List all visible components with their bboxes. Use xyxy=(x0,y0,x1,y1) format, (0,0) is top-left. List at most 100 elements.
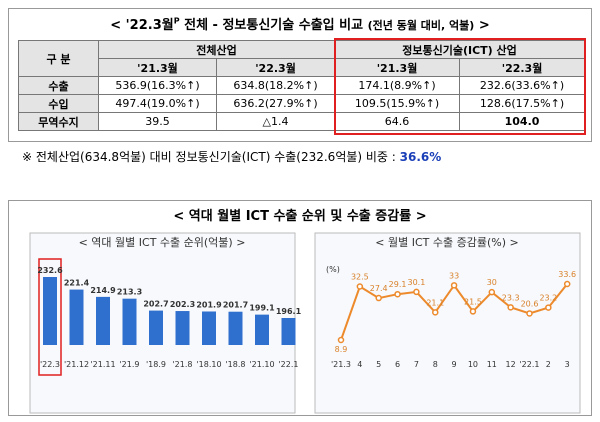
highlight-box xyxy=(38,258,62,376)
point xyxy=(375,294,382,302)
row-header: 수입 xyxy=(18,94,99,113)
chart-title: < 월별 ICT 수출 증감률(%) > xyxy=(375,236,518,249)
point xyxy=(337,336,345,344)
value-label: 214.9 xyxy=(90,286,116,295)
x-tick-label: '22.3 xyxy=(40,360,60,369)
value-label: 201.9 xyxy=(196,300,222,309)
period: '21.3월 xyxy=(98,58,217,77)
note-highlight: 36.6% xyxy=(399,150,442,164)
charts: < 역대 월별 ICT 수출 순위(억불) > 232.6 '22.3 221.4 '2… xyxy=(29,232,581,414)
cell: △1.4 xyxy=(215,112,336,131)
cell: 39.5 xyxy=(98,112,217,131)
row-header: 무역수지 xyxy=(18,112,99,131)
x-tick-label: '22.1 xyxy=(278,360,298,369)
header-main: 전체 - 정보통신기술 수출입 비교 xyxy=(179,18,368,33)
comparison-table: 구 분 전체산업 정보통신기술(ICT) 산업 '21.3월 '22.3월 '21.3월… xyxy=(18,40,586,131)
x-tick-label: 12 xyxy=(506,360,516,369)
x-tick-label: 9 xyxy=(452,360,457,369)
x-tick-label: '21.10 xyxy=(249,360,274,369)
point xyxy=(356,283,364,290)
header-sup: P xyxy=(173,16,180,26)
value-label: 21.5 xyxy=(464,297,482,306)
header-prefix: < '22.3월 xyxy=(110,18,174,33)
point xyxy=(526,310,533,317)
cell: 497.4(19.0%↑) xyxy=(98,94,217,113)
value-label: 201.7 xyxy=(223,301,248,310)
point xyxy=(450,282,458,289)
bar xyxy=(175,311,190,345)
value-label: 32.5 xyxy=(351,272,369,281)
x-tick-label: 4 xyxy=(357,360,362,369)
cell: 634.8(18.2%↑) xyxy=(215,76,336,95)
x-tick-label: 8 xyxy=(433,360,438,369)
x-tick-label: 6 xyxy=(395,360,400,369)
highlight-box xyxy=(334,38,586,135)
line-panel xyxy=(314,232,581,414)
bar xyxy=(202,311,216,345)
x-tick-label: '21.8 xyxy=(172,360,192,369)
section-title: < 역대 월별 ICT 수출 순위 및 수출 증감률 > xyxy=(173,209,427,224)
x-tick-label: '21.12 xyxy=(64,360,89,369)
cell: 232.6(33.6%↑) xyxy=(459,76,586,95)
header-suffix: > xyxy=(474,18,490,33)
value-label: 21.1 xyxy=(426,298,444,307)
bar xyxy=(43,277,57,345)
value-label: 199.1 xyxy=(249,304,275,313)
value-label: 23.2 xyxy=(539,294,557,303)
value-label: 27.4 xyxy=(370,284,388,293)
group: 정보통신기술(ICT) 산업 xyxy=(334,40,586,59)
value-label: 33.6 xyxy=(558,270,576,279)
value-label: 30.1 xyxy=(407,278,425,287)
chart-title: < 역대 월별 ICT 수출 순위(억불) > xyxy=(79,236,246,249)
x-tick-label: '21.11 xyxy=(90,360,115,369)
value-label: 196.1 xyxy=(276,307,302,316)
header-note: (전년 동월 대비, 억불) xyxy=(367,19,475,32)
value-label: 221.4 xyxy=(64,279,90,288)
note: ※ 전체산업(634.8억불) 대비 정보통신기술(ICT) 수출(232.6억… xyxy=(22,148,441,165)
point xyxy=(469,308,477,315)
value-label: 8.9 xyxy=(335,345,348,354)
corner: 구 분 xyxy=(18,40,99,77)
x-tick-label: 2 xyxy=(546,360,551,369)
value-label: 20.6 xyxy=(521,299,539,308)
cell: 64.6 xyxy=(334,112,461,131)
chart-panel xyxy=(8,200,592,416)
bar xyxy=(228,311,243,345)
cell: 636.2(27.9%↑) xyxy=(215,94,336,113)
group: 전체산업 xyxy=(97,40,336,59)
bar xyxy=(281,318,296,345)
bar xyxy=(149,310,163,345)
bar xyxy=(69,289,84,345)
x-tick-label: '18.8 xyxy=(225,360,245,369)
period: '22.3월 xyxy=(215,58,336,77)
value-label: 30 xyxy=(487,278,497,287)
point xyxy=(432,309,439,316)
value-label: 232.6 xyxy=(37,266,63,275)
x-tick-label: 3 xyxy=(565,360,570,369)
x-tick-label: 5 xyxy=(376,360,381,369)
value-label: 23.3 xyxy=(502,293,520,302)
y-label: (%) xyxy=(326,265,340,274)
point xyxy=(507,304,514,311)
x-tick-label: '21.3 xyxy=(331,360,351,369)
cell: 109.5(15.9%↑) xyxy=(334,94,461,113)
top-panel xyxy=(8,8,592,142)
point xyxy=(394,290,401,298)
note-text: ※ 전체산업(634.8억불) 대비 정보통신기술(ICT) 수출(232.6억… xyxy=(22,150,400,164)
x-tick-label: '22.1 xyxy=(519,360,539,369)
value-label: 202.7 xyxy=(143,300,168,309)
cell: 174.1(8.9%↑) xyxy=(334,76,461,95)
point xyxy=(563,280,571,288)
value-label: 213.3 xyxy=(117,288,142,297)
bar xyxy=(255,314,269,345)
point xyxy=(488,288,496,296)
header: < '22.3월P 전체 - 정보통신기술 수출입 비교 (전년 동월 대비, … xyxy=(0,14,600,33)
x-tick-label: '18.9 xyxy=(146,360,166,369)
cell: 536.9(16.3%↑) xyxy=(98,76,217,95)
row-header: 수출 xyxy=(18,76,99,95)
x-tick-label: '18.10 xyxy=(196,360,221,369)
point xyxy=(545,304,552,311)
value-label: 202.3 xyxy=(170,300,195,309)
x-tick-label: 10 xyxy=(468,360,478,369)
